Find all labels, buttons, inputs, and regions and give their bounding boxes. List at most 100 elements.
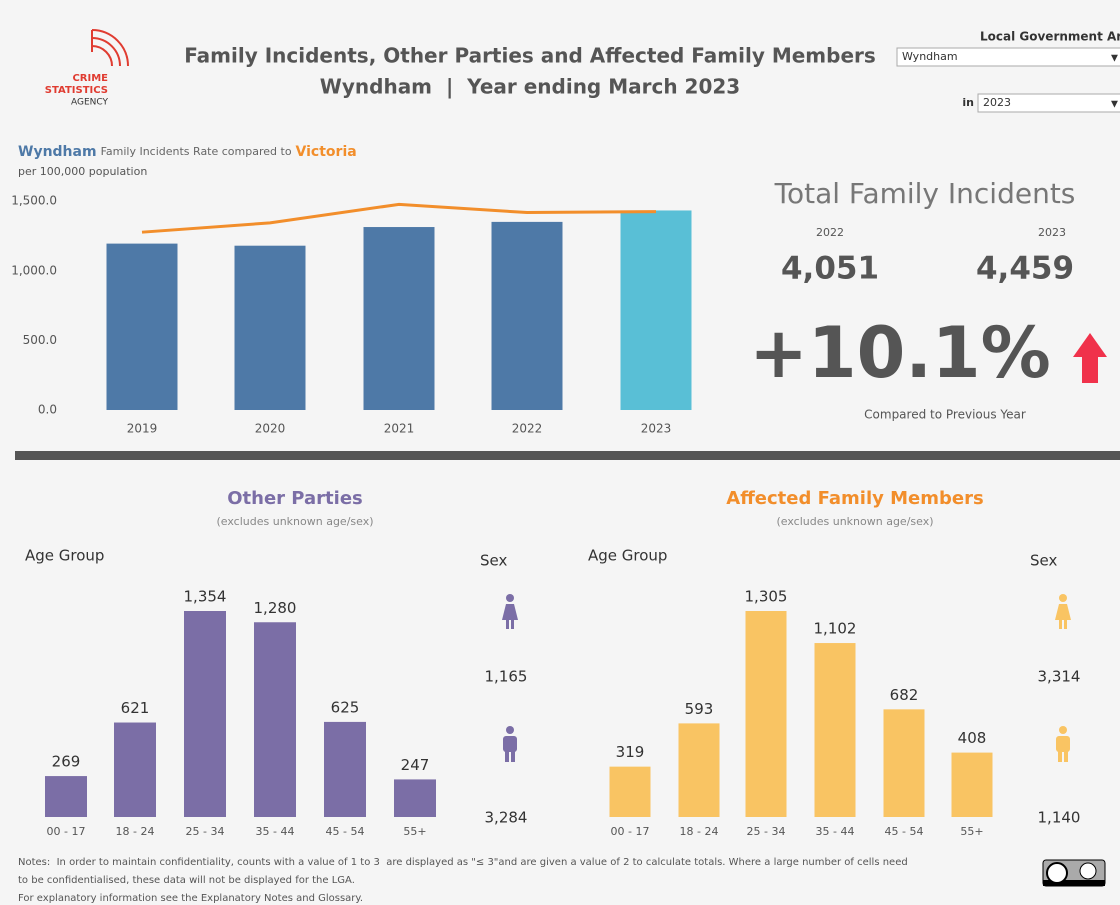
bar [394, 779, 436, 817]
x-tick-label: 18 - 24 [116, 825, 155, 838]
logo-text: AGENCY [71, 98, 109, 108]
value-label: 247 [401, 756, 430, 774]
bar [745, 611, 787, 817]
note: to be confidentialised, these data will … [18, 875, 355, 886]
logo-text: STATISTICS [45, 85, 108, 96]
kpi-year: 2023 [1038, 226, 1066, 239]
y-tick-label: 1,500.0 [11, 194, 57, 208]
x-tick-label: 2023 [641, 422, 672, 436]
x-tick-label: 35 - 44 [816, 825, 855, 838]
kpi-value: 4,459 [976, 251, 1074, 287]
value-label: 319 [616, 743, 645, 761]
filter-label: in [962, 96, 974, 109]
value-label: 1,305 [745, 588, 788, 606]
sex-label: Sex [1030, 552, 1057, 570]
axis-label: Age Group [25, 547, 104, 565]
bar [678, 723, 720, 817]
chart-subtitle: (excludes unknown age/sex) [776, 515, 933, 528]
chart-subtitle: per 100,000 population [18, 165, 147, 178]
y-tick-label: 1,000.0 [11, 263, 57, 277]
bar [620, 210, 692, 410]
sex-label: Sex [480, 552, 507, 570]
bar [254, 622, 296, 817]
x-tick-label: 35 - 44 [256, 825, 295, 838]
value-label: 621 [121, 699, 150, 717]
dropdown[interactable] [896, 47, 1120, 67]
divider [15, 451, 1120, 460]
note: For explanatory information see the Expl… [18, 893, 363, 904]
bar [609, 766, 651, 817]
bar [45, 776, 87, 817]
x-tick-label: 25 - 34 [747, 825, 786, 838]
filter-label: Local Government Area [980, 30, 1120, 44]
male-icon [503, 726, 517, 762]
logo-text: CRIME [72, 73, 108, 84]
title: Family Incidents, Other Parties and Affe… [184, 44, 876, 68]
bar [814, 643, 856, 817]
kpi-change: +10.1% [749, 312, 1051, 394]
bar [106, 243, 178, 410]
kpi-caption: Compared to Previous Year [864, 408, 1026, 422]
value-label: 1,102 [814, 620, 857, 638]
bar [951, 752, 993, 817]
dropdown[interactable] [977, 93, 1120, 113]
female-icon [502, 594, 518, 629]
note: Notes: In order to maintain confidential… [18, 857, 908, 868]
sex-value: 1,165 [485, 668, 528, 686]
kpi-year: 2022 [816, 226, 844, 239]
male-icon [1056, 726, 1070, 762]
x-tick-label: 25 - 34 [186, 825, 225, 838]
x-tick-label: 55+ [960, 825, 983, 838]
chart-title: Affected Family Members [726, 488, 983, 509]
bar [883, 709, 925, 817]
x-tick-label: 55+ [403, 825, 426, 838]
value-label: 1,354 [184, 588, 227, 606]
chart-title-text: Family Incidents Rate compared to [101, 145, 292, 158]
subtitle: Wyndham | Year ending March 2023 [320, 75, 740, 99]
bar [363, 227, 435, 410]
kpi-title: Total Family Incidents [774, 177, 1076, 210]
axis-label: Age Group [588, 547, 667, 565]
value-label: 408 [958, 729, 987, 747]
cc-license [1042, 859, 1106, 887]
chart-title: Wyndham Family Incidents Rate compared to… [18, 144, 357, 160]
x-tick-label: 00 - 17 [47, 825, 86, 838]
up-arrow [1073, 333, 1107, 383]
dropdown-arrow: ▼ [1111, 100, 1118, 110]
x-tick-label: 00 - 17 [611, 825, 650, 838]
value-label: 625 [331, 698, 360, 716]
kpi-value: 4,051 [781, 251, 879, 287]
y-tick-label: 500.0 [23, 333, 57, 347]
series-name: Wyndham [18, 144, 97, 160]
y-tick-label: 0.0 [38, 403, 57, 417]
chart-title: Other Parties [227, 488, 363, 509]
bar [114, 722, 156, 817]
value-label: 593 [685, 700, 714, 718]
x-tick-label: 18 - 24 [680, 825, 719, 838]
dropdown-value: Wyndham [902, 50, 958, 63]
bar [234, 245, 306, 410]
sex-value: 1,140 [1038, 809, 1081, 827]
value-label: 269 [52, 753, 81, 771]
line [141, 202, 657, 234]
series-name: Victoria [296, 144, 357, 160]
bar [491, 221, 563, 410]
sex-value: 3,284 [485, 809, 528, 827]
x-tick-label: 2020 [255, 422, 286, 436]
x-tick-label: 2021 [384, 422, 415, 436]
x-tick-label: 2019 [127, 422, 158, 436]
bar [324, 721, 366, 817]
chart-subtitle: (excludes unknown age/sex) [216, 515, 373, 528]
bar [184, 611, 226, 817]
sex-value: 3,314 [1038, 668, 1081, 686]
dropdown-value: 2023 [983, 96, 1011, 109]
x-tick-label: 45 - 54 [885, 825, 924, 838]
x-tick-label: 2022 [512, 422, 543, 436]
female-icon [1055, 594, 1071, 629]
dropdown-arrow: ▼ [1111, 54, 1118, 64]
value-label: 682 [890, 686, 919, 704]
x-tick-label: 45 - 54 [326, 825, 365, 838]
value-label: 1,280 [254, 599, 297, 617]
